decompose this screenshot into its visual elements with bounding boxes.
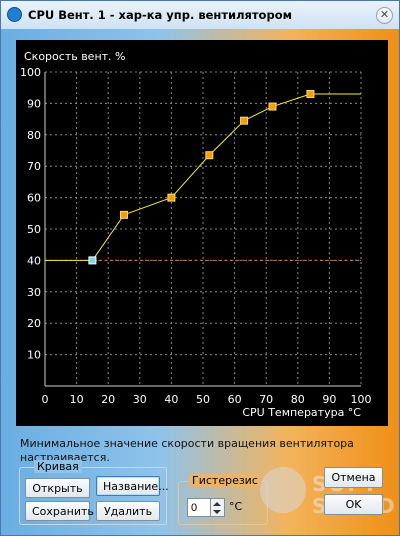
x-axis-title: CPU Температура °C [242,406,361,419]
curve-point[interactable] [240,116,249,125]
curve-point[interactable] [120,210,128,219]
hysteresis-label: Гистерезис [189,474,261,487]
close-icon: ✕ [379,8,390,21]
hysteresis-stepper[interactable] [211,498,225,517]
y-tick-label: 60 [27,192,41,205]
y-tick-label: 50 [27,223,41,236]
cancel-button[interactable]: Отмена [324,467,383,488]
curve-point[interactable] [167,193,176,202]
y-tick-label: 20 [27,317,41,330]
y-tick-label: 90 [27,97,41,110]
x-tick-label: 0 [42,393,49,406]
hysteresis-input[interactable] [187,498,211,517]
ok-button[interactable]: OK [324,494,383,515]
fan-curve-svg[interactable]: 10 20 30 40 50 60 70 80 90 100 0 10 20 30 40 50 60 70 80 90… [16,40,388,426]
title-bar: CPU Вент. 1 - хар-ка упр. вентилятором ✕ [1,1,399,29]
hysteresis-unit: °C [229,500,243,513]
y-tick-label: 70 [27,160,41,173]
window-title: CPU Вент. 1 - хар-ка упр. вентилятором [28,8,292,22]
x-tick-label: 60 [228,393,242,406]
save-button[interactable]: Сохранить [25,501,94,521]
open-button[interactable]: Открыть [25,478,90,498]
x-tick-label: 100 [351,393,372,406]
curve-point[interactable] [205,151,214,160]
y-tick-label: 30 [27,286,41,299]
x-tick-label: 50 [196,393,210,406]
y-tick-label: 80 [27,129,41,142]
y-tick-label: 10 [27,349,41,362]
y-tick-label: 100 [20,66,41,79]
arrow-down-icon[interactable] [213,510,221,514]
name-button[interactable]: Название... [96,476,169,496]
x-tick-label: 70 [259,393,273,406]
app-icon [7,7,22,22]
curve-group-label: Кривая [34,460,82,473]
x-tick-label: 20 [101,393,115,406]
curve-point[interactable] [88,256,97,265]
y-axis-title: Скорость вент. % [24,50,126,63]
x-tick-label: 80 [291,393,305,406]
fan-curve-chart[interactable]: 10 20 30 40 50 60 70 80 90 100 0 10 20 30 40 50 60 70 80 90… [16,40,388,426]
arrow-up-icon[interactable] [213,502,221,506]
y-tick-label: 40 [27,254,41,267]
delete-button[interactable]: Удалить [96,501,160,521]
curve-group [19,467,167,525]
x-tick-label: 30 [133,393,147,406]
x-tick-label: 40 [164,393,178,406]
close-button[interactable]: ✕ [376,7,393,24]
x-tick-label: 90 [322,393,336,406]
curve-point[interactable] [306,89,315,98]
x-tick-label: 10 [70,393,84,406]
curve-point[interactable] [268,102,277,111]
